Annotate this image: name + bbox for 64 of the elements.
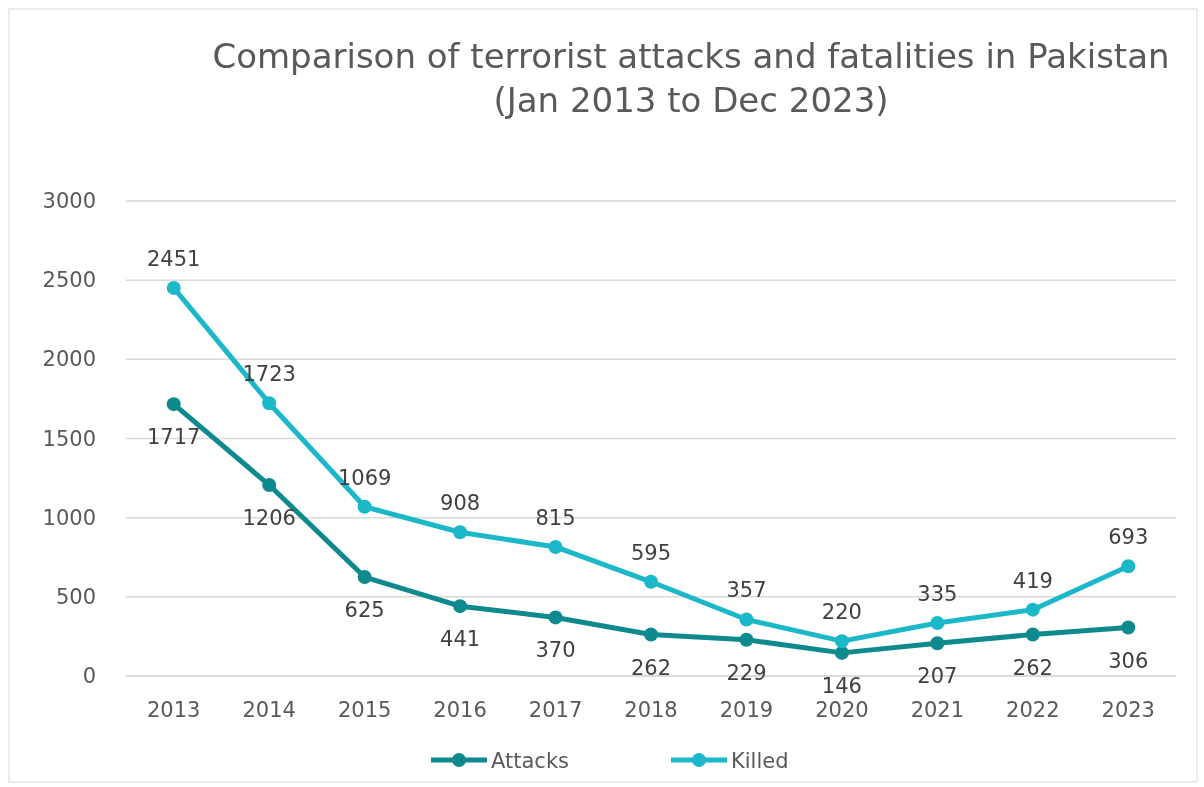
point [834, 645, 849, 660]
point [1025, 602, 1040, 617]
point [262, 396, 277, 411]
data-label: 335 [917, 581, 958, 606]
y-tick-label: 1000 [42, 505, 96, 530]
point [548, 539, 563, 554]
y-tick-label: 2500 [42, 268, 96, 293]
data-label: 220 [821, 600, 862, 625]
point [166, 280, 181, 295]
data-label: 595 [630, 540, 672, 565]
point [262, 478, 277, 493]
point [930, 615, 945, 630]
data-label: 815 [535, 505, 576, 530]
y-tick-label: 2000 [42, 347, 96, 372]
data-label: 419 [1012, 568, 1053, 593]
data-label: 1717 [147, 425, 201, 450]
data-label: 262 [1012, 655, 1053, 680]
x-tick-label: 2022 [1006, 698, 1060, 722]
x-tick-label: 2014 [242, 698, 296, 722]
point [548, 610, 563, 625]
point [739, 612, 754, 627]
point [1121, 620, 1136, 635]
data-label: 370 [535, 638, 576, 663]
point [1121, 559, 1136, 574]
point [739, 632, 754, 647]
data-label: 441 [440, 627, 481, 652]
point [357, 499, 372, 514]
legend-label: Killed [731, 749, 789, 773]
x-tick-label: 2023 [1101, 698, 1155, 722]
x-tick-label: 2018 [624, 698, 678, 722]
chart-title: Comparison of terrorist attacks and fatalities in Pakistan (Jan 2013 to Dec 2023) [212, 36, 1170, 120]
y-tick-label: 0 [82, 664, 96, 688]
point [644, 574, 658, 589]
point [357, 570, 372, 585]
point [166, 397, 181, 412]
x-tick-label: 2016 [433, 698, 487, 722]
legend-label: Attacks [491, 749, 569, 773]
x-tick-label: 2015 [337, 698, 392, 722]
point [1025, 627, 1040, 642]
y-tick-label: 1500 [42, 426, 96, 451]
y-tick-label: 3000 [42, 189, 96, 213]
x-tick-label: 2019 [719, 698, 774, 722]
point [644, 627, 658, 642]
y-tick-label: 500 [55, 584, 96, 609]
data-label: 207 [917, 664, 958, 689]
data-label: 908 [440, 491, 481, 516]
x-tick-label: 2017 [528, 698, 583, 722]
point [453, 599, 468, 614]
x-tick-label: 2020 [815, 698, 869, 722]
data-label: 2451 [147, 246, 201, 271]
data-label: 625 [344, 598, 385, 623]
point [453, 525, 468, 540]
x-tick-label: 2021 [910, 698, 965, 722]
data-label: 1069 [337, 465, 392, 490]
data-label: 693 [1108, 525, 1149, 550]
x-tick-label: 2013 [147, 698, 201, 722]
data-label: 262 [630, 655, 672, 680]
data-label: 306 [1108, 648, 1149, 673]
data-label: 357 [726, 578, 767, 603]
data-label: 229 [726, 660, 767, 685]
data-label: 1206 [242, 506, 296, 531]
point [834, 634, 849, 649]
point [930, 636, 945, 651]
data-label: 146 [821, 673, 862, 698]
